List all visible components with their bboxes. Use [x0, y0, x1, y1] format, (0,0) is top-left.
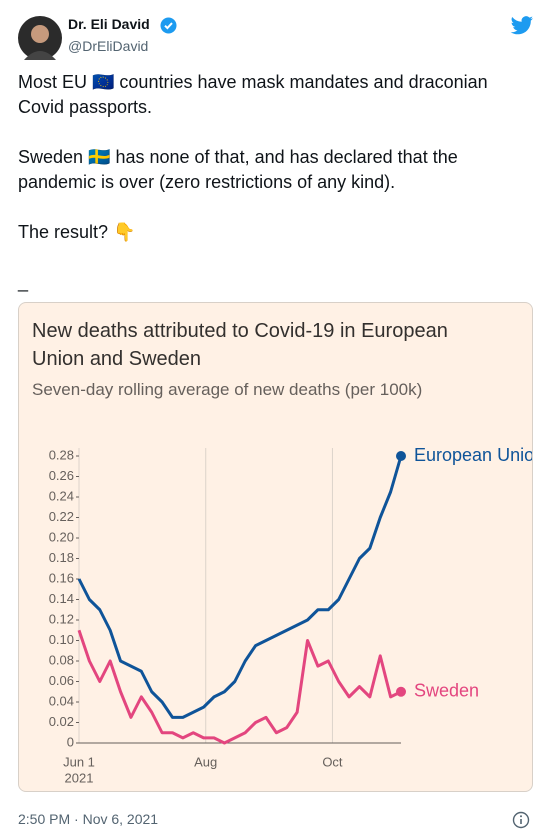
- timestamp[interactable]: 2:50 PM · Nov 6, 2021: [18, 811, 159, 827]
- series-line: [77, 455, 403, 719]
- info-icon[interactable]: [512, 811, 530, 829]
- chart-subtitle: Seven-day rolling average of new deaths …: [32, 380, 423, 399]
- x-tick-label: Aug: [194, 754, 217, 769]
- chart: Jun 1 Aug Oct 2021 0 0.02 0.04 0.06 0.08 0.10 0.12…: [49, 445, 533, 786]
- end-dot: [396, 451, 406, 461]
- x-tick-label: Oct: [322, 754, 343, 769]
- y-tick-label: 0.12: [49, 611, 74, 626]
- y-tick-label: 0: [67, 734, 74, 749]
- end-dot: [396, 686, 406, 697]
- chart-title: New deaths attributed to Covid-19 in Eur…: [32, 320, 448, 370]
- y-tick-label: 0.14: [49, 591, 74, 606]
- y-tick-label: 0.24: [49, 488, 74, 503]
- x-tick-label: Jun 1: [63, 754, 95, 769]
- author-handle[interactable]: @DrEliDavid: [68, 38, 149, 54]
- verified-badge: [160, 17, 177, 34]
- y-tick-label: 0.10: [49, 632, 74, 647]
- x-year-label: 2021: [65, 770, 94, 785]
- y-tick-label: 0.04: [49, 693, 74, 708]
- y-tick-label: 0.28: [49, 447, 74, 462]
- series-label: Sweden: [414, 681, 479, 701]
- tweet-paragraph: Sweden 🇸🇪 has none of that, and has decl…: [18, 147, 458, 192]
- y-tick-label: 0.06: [49, 673, 74, 688]
- y-tick-label: 0.20: [49, 529, 74, 544]
- series-label: European Union: [414, 445, 533, 465]
- tweet-text: Most EU 🇪🇺 countries have mask mandates …: [18, 70, 533, 320]
- y-tick-label: 0.26: [49, 468, 74, 483]
- author-name[interactable]: Dr. Eli David: [68, 16, 150, 32]
- tweet-paragraph: Most EU 🇪🇺 countries have mask mandates …: [18, 72, 488, 117]
- y-tick-label: 0.18: [49, 550, 74, 565]
- chart-card[interactable]: New deaths attributed to Covid-19 in Eur…: [18, 302, 533, 792]
- y-tick-label: 0.16: [49, 570, 74, 585]
- y-tick-label: 0.08: [49, 652, 74, 667]
- y-tick-label: 0.22: [49, 509, 74, 524]
- twitter-logo[interactable]: [510, 16, 534, 36]
- avatar[interactable]: [18, 16, 62, 60]
- series-line: [77, 629, 402, 745]
- tweet-paragraph: _: [18, 272, 29, 292]
- y-tick-label: 0.02: [49, 714, 74, 729]
- tweet-paragraph: The result? 👇: [18, 222, 136, 242]
